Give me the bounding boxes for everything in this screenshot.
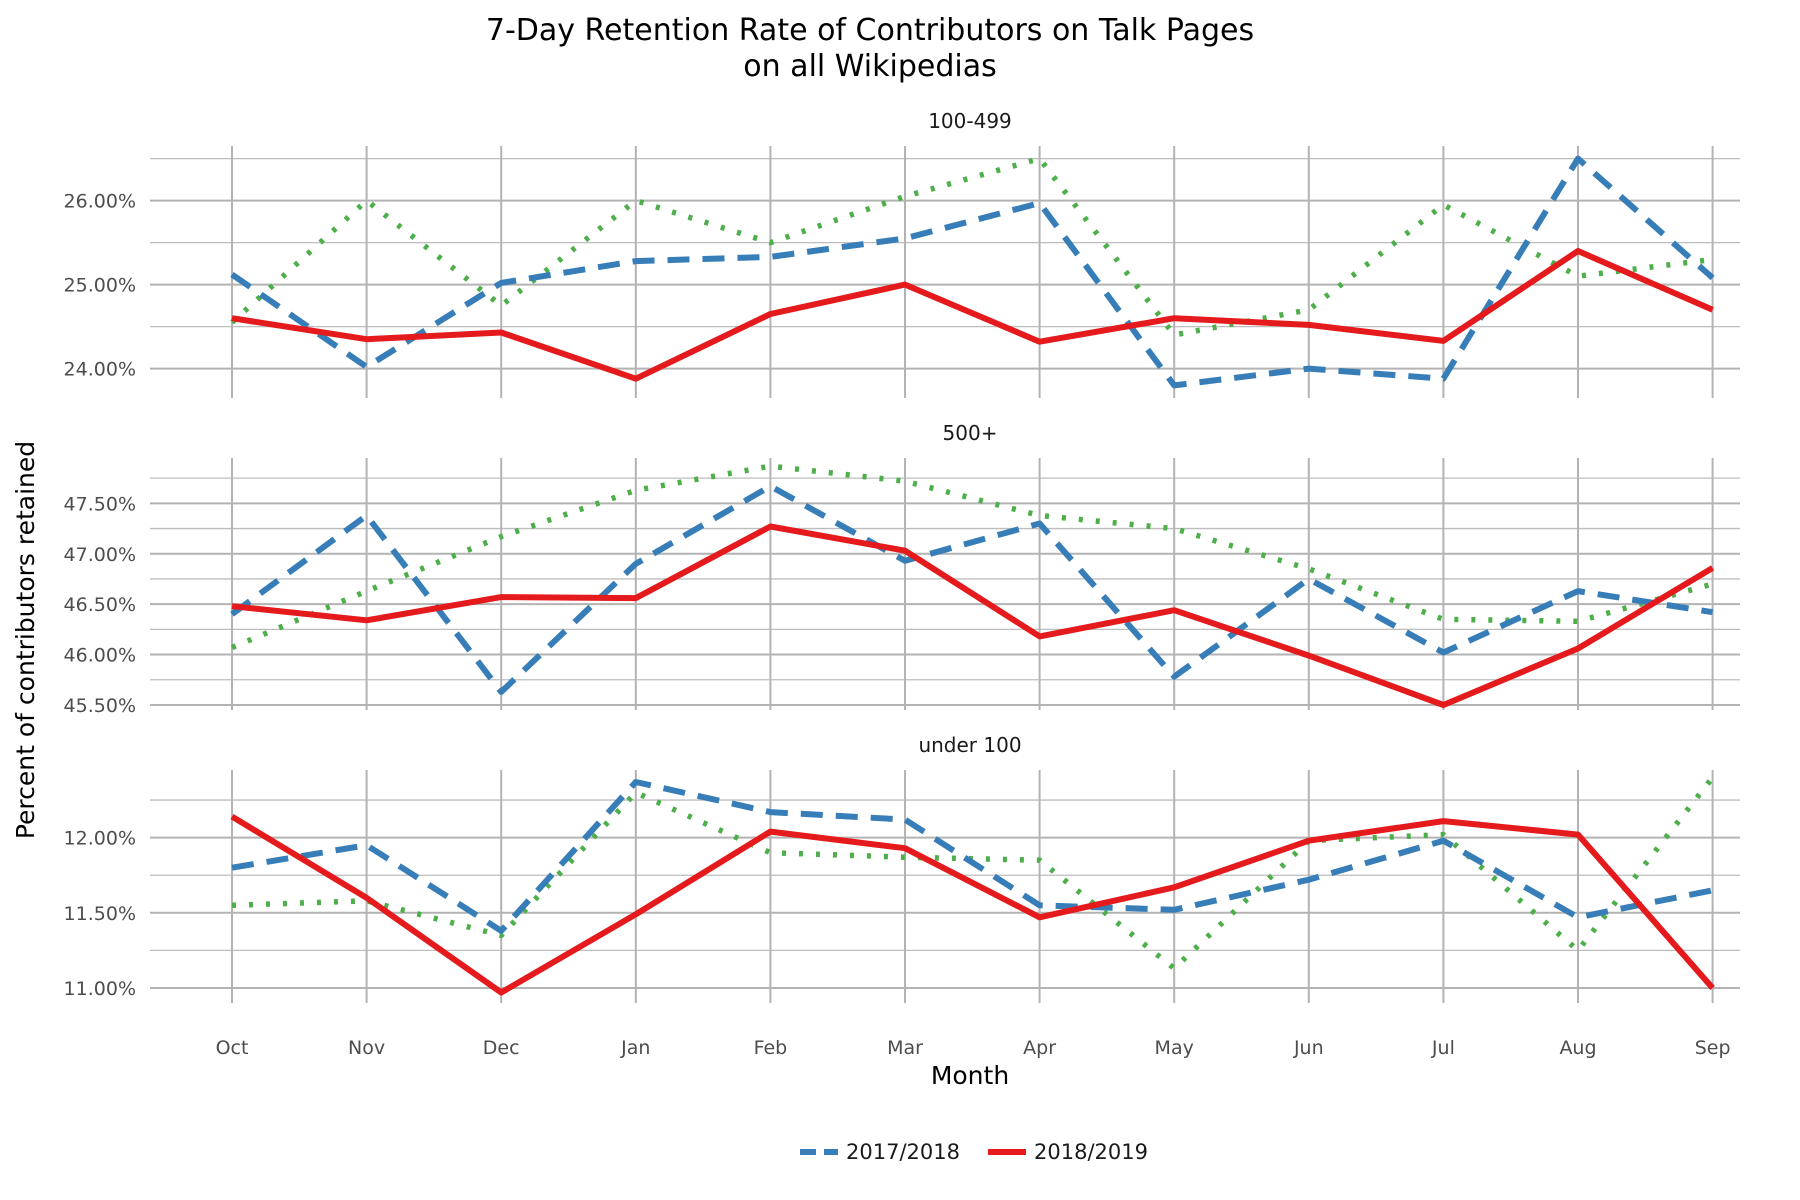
- chart-title: 7-Day Retention Rate of Contributors on …: [486, 13, 1254, 48]
- series-line-2018-2019: [231, 523, 1715, 708]
- y-tick-label: 47.00%: [64, 544, 136, 566]
- series-line-2018-2019: [230, 814, 1715, 996]
- x-tick-label: Jun: [1293, 1037, 1324, 1059]
- x-tick-label: Apr: [1023, 1037, 1056, 1059]
- legend-label: 2018/2019: [1034, 1140, 1148, 1164]
- y-tick-label: 11.50%: [64, 903, 136, 925]
- panel-500: 500+ 45.50% 46.00% 46.50% 47.00% 47.50%: [64, 421, 1740, 717]
- y-tick-label: 26.00%: [64, 191, 136, 213]
- facet-panels: 100-499 24.00% 25.00% 26.00% 500+ 45.50% 46.00…: [64, 109, 1740, 1003]
- series-line-2017-2018: [231, 779, 1714, 934]
- legend: 2017/2018 2018/2019: [800, 1140, 1148, 1164]
- series-line-2016-2017: [230, 463, 1714, 651]
- x-tick-label: Dec: [483, 1037, 520, 1059]
- panel-title: under 100: [918, 733, 1021, 757]
- legend-item-2017-2018: 2017/2018: [800, 1140, 960, 1164]
- x-tick-label: Sep: [1695, 1037, 1731, 1059]
- x-tick-label: Feb: [754, 1037, 788, 1059]
- x-axis-ticks: Oct Nov Dec Jan Feb Mar Apr May Jun Jul Aug Sep: [216, 1037, 1731, 1059]
- x-tick-label: Aug: [1559, 1037, 1596, 1059]
- x-tick-label: Jan: [620, 1037, 650, 1059]
- x-tick-label: May: [1155, 1037, 1194, 1059]
- x-tick-label: Mar: [887, 1037, 923, 1059]
- y-tick-label: 47.50%: [64, 493, 136, 515]
- series-line-2016-2017: [230, 155, 1713, 338]
- y-tick-label: 11.00%: [64, 978, 136, 1000]
- y-tick-label: 12.00%: [64, 828, 136, 850]
- panel-title: 100-499: [928, 109, 1012, 133]
- chart-subtitle: on all Wikipedias: [743, 49, 996, 84]
- y-tick-label: 25.00%: [64, 275, 136, 297]
- y-tick-label: 45.50%: [64, 695, 136, 717]
- series-line-2016-2017: [231, 775, 1715, 972]
- x-tick-label: Jul: [1431, 1037, 1455, 1059]
- x-tick-label: Oct: [216, 1037, 249, 1059]
- legend-label: 2017/2018: [846, 1140, 960, 1164]
- x-axis-title: Month: [931, 1061, 1009, 1090]
- panel-title: 500+: [943, 421, 998, 445]
- panel-100-499: 100-499 24.00% 25.00% 26.00%: [64, 109, 1740, 398]
- panel-under-100: under 100 11.00% 11.50% 12.00%: [64, 733, 1740, 1003]
- legend-item-2018-2019: 2018/2019: [988, 1140, 1148, 1164]
- y-tick-label: 24.00%: [64, 359, 136, 381]
- series-line-2017-2018: [230, 155, 1715, 389]
- series-line-2017-2018: [230, 483, 1714, 695]
- series-line-2018-2019: [231, 248, 1714, 382]
- y-tick-label: 46.00%: [64, 645, 136, 667]
- y-tick-label: 46.50%: [64, 594, 136, 616]
- y-axis-title: Percent of contributors retained: [11, 441, 40, 839]
- x-tick-label: Nov: [348, 1037, 385, 1059]
